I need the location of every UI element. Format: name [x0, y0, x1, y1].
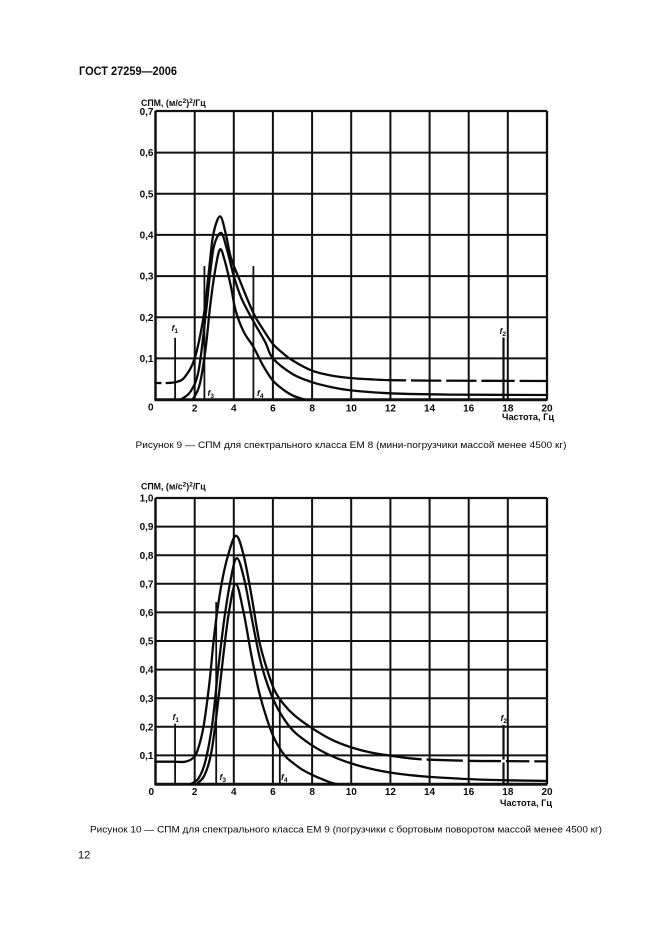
svg-text:2: 2 — [192, 787, 198, 798]
svg-text:14: 14 — [424, 404, 436, 415]
svg-text:Рисунок 10 — СПМ для спектраль: Рисунок 10 — СПМ для спектрального класс… — [90, 825, 602, 835]
svg-text:0,1: 0,1 — [140, 751, 154, 762]
svg-text:4: 4 — [231, 404, 237, 415]
svg-text:f4: f4 — [257, 388, 264, 400]
svg-text:0,7: 0,7 — [140, 107, 154, 118]
svg-text:0,5: 0,5 — [140, 189, 154, 200]
svg-text:10: 10 — [346, 404, 358, 415]
svg-text:20: 20 — [541, 404, 553, 415]
svg-text:0,3: 0,3 — [140, 272, 154, 283]
svg-text:Частота, Гц: Частота, Гц — [500, 798, 552, 809]
svg-text:6: 6 — [270, 787, 276, 798]
svg-text:0,6: 0,6 — [140, 148, 154, 159]
svg-text:6: 6 — [270, 404, 276, 415]
svg-text:1,0: 1,0 — [140, 494, 154, 505]
svg-text:16: 16 — [463, 404, 475, 415]
svg-text:8: 8 — [309, 404, 315, 415]
svg-text:20: 20 — [541, 787, 553, 798]
svg-text:0: 0 — [148, 787, 154, 798]
svg-text:f2: f2 — [501, 713, 508, 725]
svg-text:0,1: 0,1 — [140, 354, 154, 365]
svg-text:0,8: 0,8 — [140, 551, 154, 562]
svg-text:12: 12 — [78, 850, 90, 862]
svg-text:f4: f4 — [281, 772, 288, 784]
svg-text:0,5: 0,5 — [140, 637, 154, 648]
svg-text:0,6: 0,6 — [140, 608, 154, 619]
svg-text:f3: f3 — [220, 772, 227, 784]
svg-text:0: 0 — [148, 403, 154, 414]
svg-text:14: 14 — [424, 787, 436, 798]
svg-text:СПМ, (м/с2)2/Гц: СПМ, (м/с2)2/Гц — [141, 482, 206, 492]
svg-text:0,2: 0,2 — [140, 313, 154, 324]
svg-text:0,7: 0,7 — [140, 579, 154, 590]
svg-text:f1: f1 — [172, 323, 179, 335]
svg-text:0,4: 0,4 — [140, 231, 154, 242]
svg-text:10: 10 — [346, 787, 358, 798]
svg-text:2: 2 — [192, 404, 198, 415]
svg-text:f3: f3 — [208, 388, 215, 400]
svg-text:0,2: 0,2 — [140, 722, 154, 733]
svg-text:8: 8 — [309, 787, 315, 798]
svg-text:16: 16 — [463, 787, 475, 798]
svg-text:18: 18 — [502, 404, 514, 415]
svg-text:12: 12 — [385, 404, 397, 415]
svg-text:Рисунок 9 — СПМ для спектральн: Рисунок 9 — СПМ для спектрального класса… — [136, 440, 567, 450]
svg-text:18: 18 — [502, 787, 514, 798]
svg-text:12: 12 — [385, 787, 397, 798]
svg-text:4: 4 — [231, 787, 237, 798]
svg-text:ГОСТ 27259—2006: ГОСТ 27259—2006 — [79, 66, 177, 78]
svg-text:Частота, Гц: Частота, Гц — [502, 412, 554, 423]
svg-text:0,3: 0,3 — [140, 694, 154, 705]
svg-text:0,4: 0,4 — [140, 665, 154, 676]
svg-text:f2: f2 — [500, 326, 507, 338]
svg-text:0,9: 0,9 — [140, 522, 154, 533]
svg-text:f1: f1 — [173, 712, 180, 724]
svg-text:СПМ, (м/с2)2/Гц: СПМ, (м/с2)2/Гц — [141, 98, 206, 108]
